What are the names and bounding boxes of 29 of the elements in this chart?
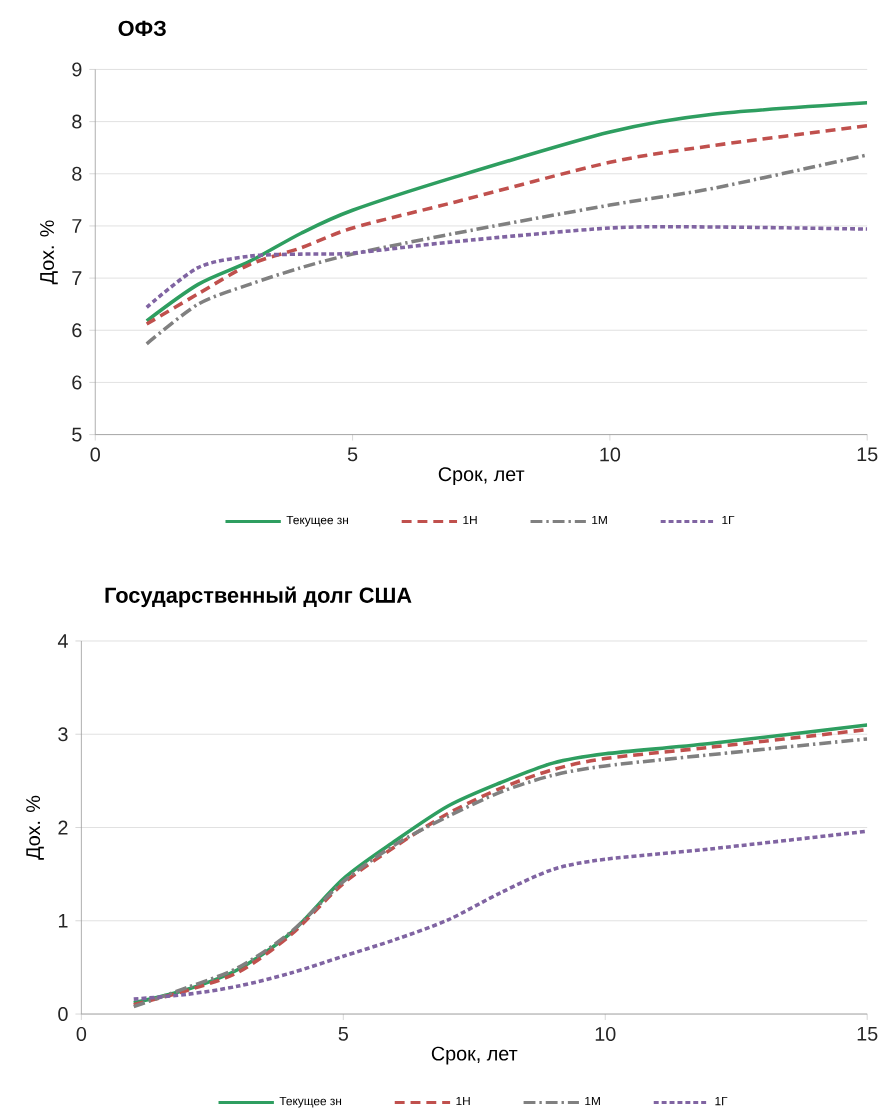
y-tick-label: 9 xyxy=(72,62,82,77)
x-axis-title: Срок, лет xyxy=(439,467,525,486)
y-tick-label: 2 xyxy=(58,820,68,835)
x-tick-label: 5 xyxy=(339,1026,349,1041)
x-tick-label: 5 xyxy=(348,447,358,462)
y-tick-label: 1 xyxy=(59,913,68,928)
y-axis-title: Дох. % xyxy=(26,795,45,860)
y-tick-label: 6 xyxy=(72,323,82,338)
y-axis-title: Дох. % xyxy=(40,220,59,285)
y-tick-label: 6 xyxy=(72,375,82,390)
y-tick-label: 0 xyxy=(58,1007,69,1022)
chart-title: ОФЗ xyxy=(119,20,167,37)
x-tick-label: 15 xyxy=(858,447,878,462)
line-series xyxy=(145,224,868,310)
x-tick-label: 0 xyxy=(91,447,101,462)
line-series xyxy=(145,153,868,346)
y-tick-label: 5 xyxy=(72,427,82,442)
chart-title: Государственный долг США xyxy=(105,586,412,608)
y-tick-label: 8 xyxy=(72,114,82,129)
y-tick-label: 3 xyxy=(58,727,69,742)
y-tick-label: 4 xyxy=(58,634,69,648)
x-tick-label: 10 xyxy=(600,447,621,462)
y-tick-label: 8 xyxy=(72,166,82,181)
line-series xyxy=(132,829,868,1001)
y-tick-label: 7 xyxy=(72,271,82,285)
x-tick-label: 15 xyxy=(858,1026,878,1041)
x-tick-label: 10 xyxy=(596,1026,616,1041)
y-tick-label: 7 xyxy=(72,219,82,233)
x-axis-title: Срок, лет xyxy=(432,1046,518,1065)
